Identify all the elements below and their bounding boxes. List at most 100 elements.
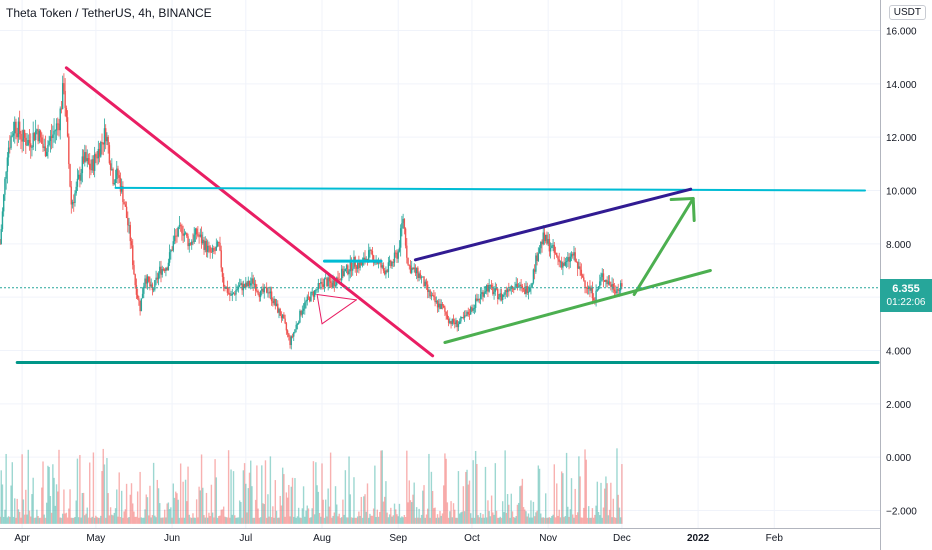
volume-bar xyxy=(563,517,565,524)
volume-bar xyxy=(18,511,21,524)
volume-bar xyxy=(471,517,473,524)
candle-body xyxy=(156,277,159,280)
candle-body xyxy=(368,250,370,263)
volume-bar xyxy=(103,464,106,524)
volume-bar xyxy=(215,477,218,524)
volume-bar xyxy=(450,501,452,524)
volume-bar xyxy=(251,486,253,524)
candle-body xyxy=(290,336,292,346)
volume-bar xyxy=(541,517,543,524)
candle-body xyxy=(407,257,409,265)
candle-body xyxy=(369,249,371,251)
candle-body xyxy=(258,294,261,298)
volume-bar xyxy=(447,517,450,524)
volume-bar xyxy=(299,517,301,524)
volume-bar xyxy=(76,458,79,524)
candle-body xyxy=(388,260,391,263)
candle-body xyxy=(9,147,11,149)
volume-bar xyxy=(5,453,7,524)
volume-bar xyxy=(331,517,333,524)
volume-bar xyxy=(430,471,433,524)
volume-bar xyxy=(235,517,237,524)
candle-body xyxy=(323,278,326,287)
volume-bar xyxy=(240,502,242,524)
candle-body xyxy=(397,251,399,259)
volume-bar xyxy=(361,517,364,524)
candle-body xyxy=(140,298,143,312)
volume-bar xyxy=(0,516,1,524)
price-tick-label: 10.000 xyxy=(886,187,917,198)
candle-body xyxy=(427,284,429,292)
volume-bar xyxy=(289,516,291,524)
candle-body xyxy=(524,289,526,295)
candle-body xyxy=(235,289,237,295)
volume-bar xyxy=(14,498,16,524)
candle-body xyxy=(36,129,38,131)
volume-bar xyxy=(381,450,383,524)
volume-bar xyxy=(57,491,59,524)
time-tick-label: May xyxy=(86,533,105,544)
volume-bar xyxy=(216,517,219,524)
volume-bar xyxy=(208,512,210,524)
candle-body xyxy=(381,265,383,268)
candle-body xyxy=(229,292,231,296)
volume-bar xyxy=(467,484,469,524)
volume-bar xyxy=(0,470,2,524)
candle-body xyxy=(521,286,524,288)
volume-bar xyxy=(446,502,449,524)
volume-bar xyxy=(87,517,90,524)
price-tick-label: 4.000 xyxy=(886,347,911,358)
volume-bar xyxy=(613,517,616,524)
candle-body xyxy=(430,295,433,297)
volume-bar xyxy=(141,517,144,524)
volume-bar xyxy=(572,514,574,524)
candle-body xyxy=(370,249,372,252)
volume-bar xyxy=(468,480,471,524)
candle-body xyxy=(542,232,544,245)
volume-bar xyxy=(220,509,222,524)
volume-bar xyxy=(272,506,274,524)
volume-bar xyxy=(182,481,184,524)
volume-bar xyxy=(21,454,23,524)
candle-body xyxy=(69,164,71,187)
volume-bar xyxy=(385,481,387,524)
currency-button[interactable]: USDT xyxy=(888,5,926,20)
volume-bar xyxy=(525,511,527,524)
volume-bar xyxy=(254,499,257,524)
candle-body xyxy=(162,269,165,270)
volume-bar xyxy=(456,517,458,524)
volume-bar xyxy=(60,517,63,524)
candle-body xyxy=(270,291,273,302)
time-tick-label: Nov xyxy=(539,533,557,544)
candle-body xyxy=(409,265,412,273)
candle-body xyxy=(10,136,12,148)
candle-body xyxy=(7,147,10,158)
candle-body xyxy=(458,321,461,325)
candle-body xyxy=(146,276,149,284)
volume-bar xyxy=(327,488,329,524)
candle-body xyxy=(605,280,607,282)
candle-body xyxy=(489,284,492,286)
candle-body xyxy=(560,261,563,268)
volume-bar xyxy=(481,517,483,524)
candle-body xyxy=(273,298,275,304)
time-axis[interactable]: Apr May Jun Jul Aug Sep Oct Nov Dec 2022 Feb xyxy=(0,528,880,545)
candle-body xyxy=(520,284,522,287)
candle-body xyxy=(41,137,43,144)
volume-bar xyxy=(619,517,622,524)
candle-body xyxy=(360,262,363,266)
candle-body xyxy=(418,273,420,278)
volume-bar xyxy=(146,497,149,524)
volume-bar xyxy=(59,517,61,524)
volume-bar xyxy=(575,515,578,524)
volume-bar xyxy=(181,517,183,524)
candle-body xyxy=(606,280,608,285)
volume-bar xyxy=(278,517,280,524)
price-tick-label: 2.000 xyxy=(886,400,911,411)
candle-body xyxy=(612,283,614,290)
volume-bar xyxy=(315,462,317,524)
candle-body xyxy=(172,241,174,251)
symbol-title[interactable]: Theta Token / TetherUS, 4h, BINANCE xyxy=(6,6,212,20)
volume-bar xyxy=(15,517,17,524)
